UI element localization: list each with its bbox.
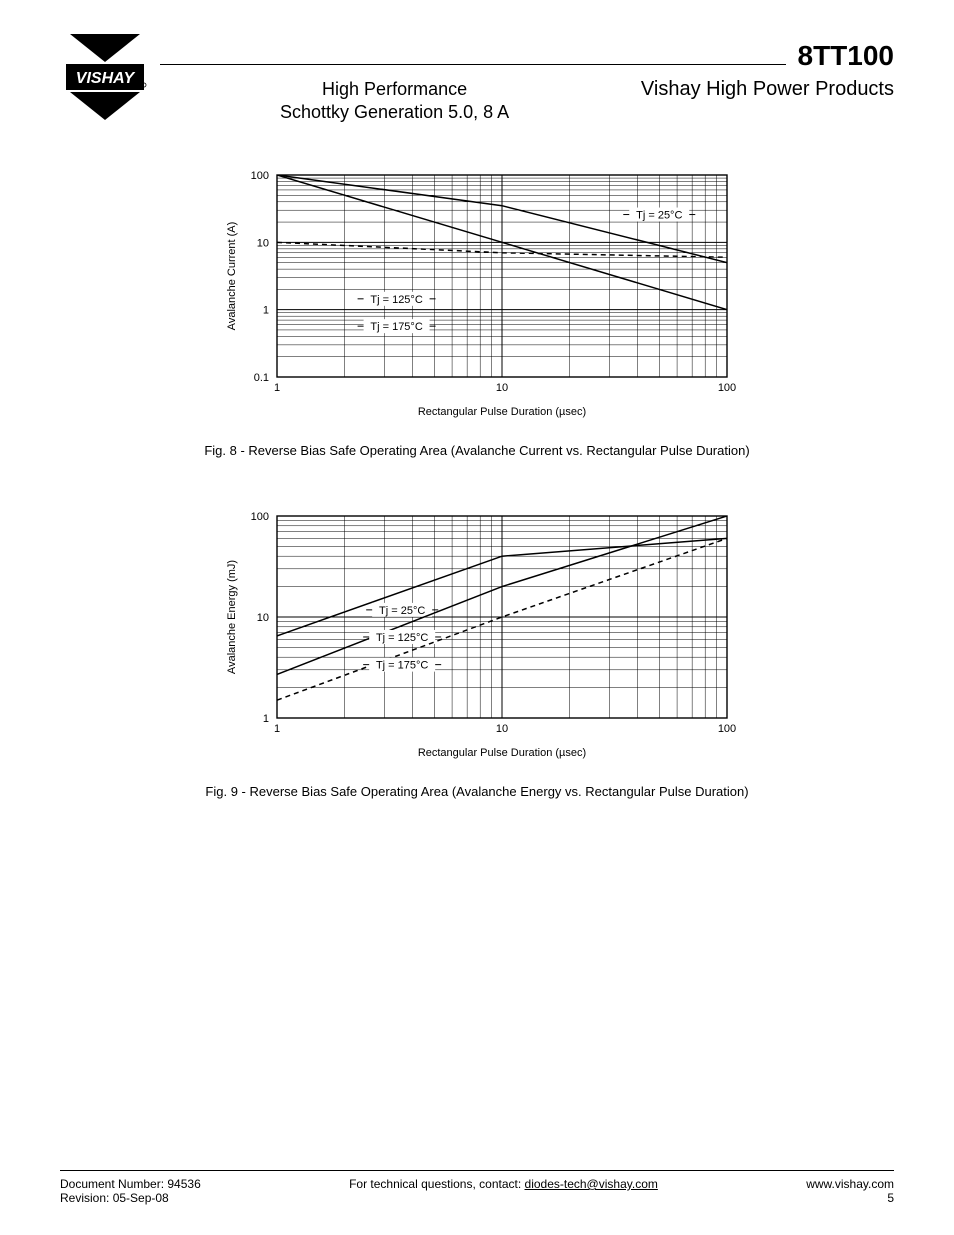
page-header: VISHAY 8TT100 High Performance Schottky …: [60, 40, 894, 127]
figure-8: 1 10 100 0.1 1 10 100 Rectangular Pulse Duratio…: [60, 165, 894, 458]
figure-9-caption: Fig. 9 - Reverse Bias Safe Operating Are…: [205, 784, 748, 799]
document-title: High Performance Schottky Generation 5.0…: [280, 78, 509, 123]
website[interactable]: www.vishay.com: [806, 1177, 894, 1191]
svg-text:Avalanche Current (A): Avalanche Current (A): [226, 222, 238, 331]
figure-9: 1 10 100 1 10 100 Rectangular Pulse Duration (…: [60, 506, 894, 799]
svg-text:0.1: 0.1: [254, 372, 269, 384]
contact-email[interactable]: diodes-tech@vishay.com: [525, 1177, 658, 1191]
page-number: 5: [806, 1191, 894, 1205]
figure-8-caption: Fig. 8 - Reverse Bias Safe Operating Are…: [204, 443, 749, 458]
svg-text:1: 1: [263, 305, 269, 317]
svg-text:10: 10: [257, 237, 269, 249]
svg-text:Tj = 25°C: Tj = 25°C: [636, 210, 682, 222]
title-line-2: Schottky Generation 5.0, 8 A: [280, 101, 509, 124]
svg-text:Tj = 125°C: Tj = 125°C: [376, 632, 428, 644]
svg-text:Rectangular Pulse Duration (µs: Rectangular Pulse Duration (µsec): [418, 747, 586, 759]
footer-center: For technical questions, contact: diodes…: [349, 1177, 658, 1205]
contact-prefix: For technical questions, contact:: [349, 1177, 524, 1191]
svg-text:Tj = 25°C: Tj = 25°C: [379, 605, 425, 617]
svg-text:1: 1: [263, 713, 269, 725]
doc-number: Document Number: 94536: [60, 1177, 201, 1191]
svg-text:10: 10: [496, 382, 508, 394]
svg-text:1: 1: [274, 382, 280, 394]
revision: Revision: 05-Sep-08: [60, 1191, 201, 1205]
logo-text: VISHAY: [76, 70, 136, 87]
svg-text:100: 100: [251, 170, 269, 182]
svg-text:Tj = 125°C: Tj = 125°C: [370, 294, 422, 306]
part-number: 8TT100: [798, 40, 895, 72]
svg-text:Rectangular Pulse Duration (µs: Rectangular Pulse Duration (µsec): [418, 406, 586, 418]
footer-left: Document Number: 94536 Revision: 05-Sep-…: [60, 1177, 201, 1205]
svg-text:100: 100: [718, 382, 736, 394]
header-right: 8TT100 High Performance Schottky Generat…: [160, 40, 894, 123]
brand-line: Vishay High Power Products: [641, 78, 894, 123]
page-footer: Document Number: 94536 Revision: 05-Sep-…: [60, 1170, 894, 1205]
footer-right: www.vishay.com 5: [806, 1177, 894, 1205]
svg-text:1: 1: [274, 723, 280, 735]
header-rule: [160, 64, 786, 65]
svg-text:10: 10: [257, 612, 269, 624]
footer-rule: [60, 1170, 894, 1171]
chart9-svg: 1 10 100 1 10 100 Rectangular Pulse Duration (…: [217, 506, 737, 766]
svg-text:10: 10: [496, 723, 508, 735]
svg-text:Tj = 175°C: Tj = 175°C: [370, 321, 422, 333]
title-line-1: High Performance: [280, 78, 509, 101]
chart8-svg: 1 10 100 0.1 1 10 100 Rectangular Pulse Duratio…: [217, 165, 737, 425]
svg-text:Avalanche Energy (mJ): Avalanche Energy (mJ): [226, 560, 238, 674]
svg-text:100: 100: [718, 723, 736, 735]
svg-text:100: 100: [251, 511, 269, 523]
vishay-logo: VISHAY: [60, 32, 150, 127]
svg-text:Tj = 175°C: Tj = 175°C: [376, 660, 428, 672]
